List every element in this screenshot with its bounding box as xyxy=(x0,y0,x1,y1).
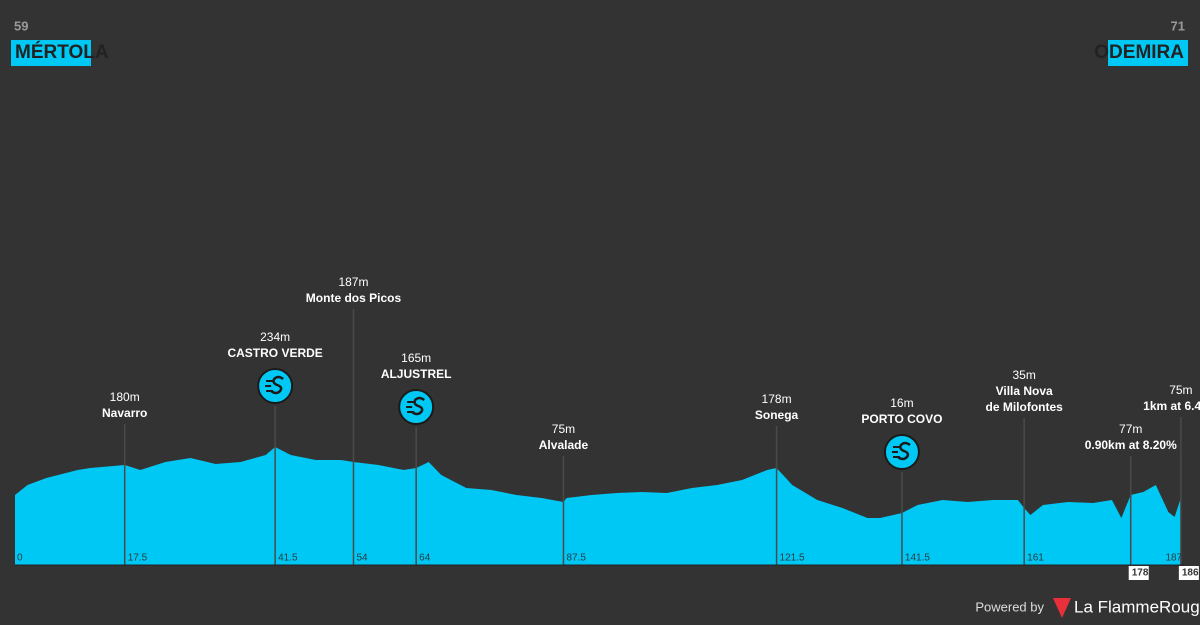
km-label: 186 xyxy=(1182,568,1199,579)
waypoint-name: Sonega xyxy=(755,408,799,422)
km-label: 0 xyxy=(17,553,23,564)
elevation-profile xyxy=(15,447,1181,565)
km-label: 64 xyxy=(419,553,431,564)
waypoint-altitude: 77m xyxy=(1119,422,1142,436)
sprint-icon-s-shape xyxy=(897,441,911,461)
waypoint-altitude: 16m xyxy=(890,396,913,410)
waypoint-altitude: 178m xyxy=(762,392,792,406)
km-label: 161 xyxy=(1027,553,1044,564)
km-label: 121.5 xyxy=(780,553,805,564)
finish-box xyxy=(1108,40,1188,66)
waypoint-name: 0.90km at 8.20% xyxy=(1085,438,1177,452)
km-label: 187 xyxy=(1165,553,1182,564)
waypoint-name: Alvalade xyxy=(539,438,589,452)
waypoint-altitude: 187m xyxy=(338,275,368,289)
sprint-icon xyxy=(257,368,294,404)
waypoint-name: Monte dos Picos xyxy=(306,291,402,305)
waypoint-altitude: 35m xyxy=(1012,368,1035,382)
sprint-icon xyxy=(398,389,435,425)
km-label: 17.5 xyxy=(128,553,148,564)
start-name: MÉRTOLA xyxy=(15,41,109,63)
waypoint-altitude: 180m xyxy=(110,390,140,404)
km-label: 41.5 xyxy=(278,553,298,564)
km-box xyxy=(1178,566,1199,580)
finish-name: ODEMIRA xyxy=(1094,42,1184,63)
waypoint-name: PORTO COVO xyxy=(861,412,942,426)
sprint-icon-s-shape xyxy=(411,396,425,416)
powered-by: Powered by xyxy=(975,599,1044,614)
waypoint-altitude: 75m xyxy=(552,422,575,436)
waypoint-name: de Milofontes xyxy=(985,400,1063,414)
waypoint-altitude: 75m xyxy=(1169,383,1192,397)
waypoint-name: Navarro xyxy=(102,406,147,420)
waypoint-altitude: 165m xyxy=(401,351,431,365)
start-box xyxy=(11,40,91,66)
brand-logo xyxy=(1053,598,1071,618)
waypoint-name: ALJUSTREL xyxy=(381,367,452,381)
waypoint-altitude: 234m xyxy=(260,330,290,344)
km-label: 141.5 xyxy=(905,553,930,564)
km-label: 54 xyxy=(356,553,368,564)
start-number: 59 xyxy=(14,18,28,33)
waypoint-name: Villa Nova xyxy=(996,384,1053,398)
waypoint-name: CASTRO VERDE xyxy=(227,346,322,360)
km-label: 178 xyxy=(1132,568,1149,579)
sprint-icon xyxy=(883,434,920,470)
waypoint-name: 1km at 6.40% xyxy=(1143,399,1200,413)
brand: La FlammeRouge xyxy=(1074,597,1200,616)
km-label: 87.5 xyxy=(566,553,586,564)
finish-number: 71 xyxy=(1171,18,1185,33)
km-box xyxy=(1128,566,1149,580)
sprint-icon-s-shape xyxy=(270,375,284,395)
